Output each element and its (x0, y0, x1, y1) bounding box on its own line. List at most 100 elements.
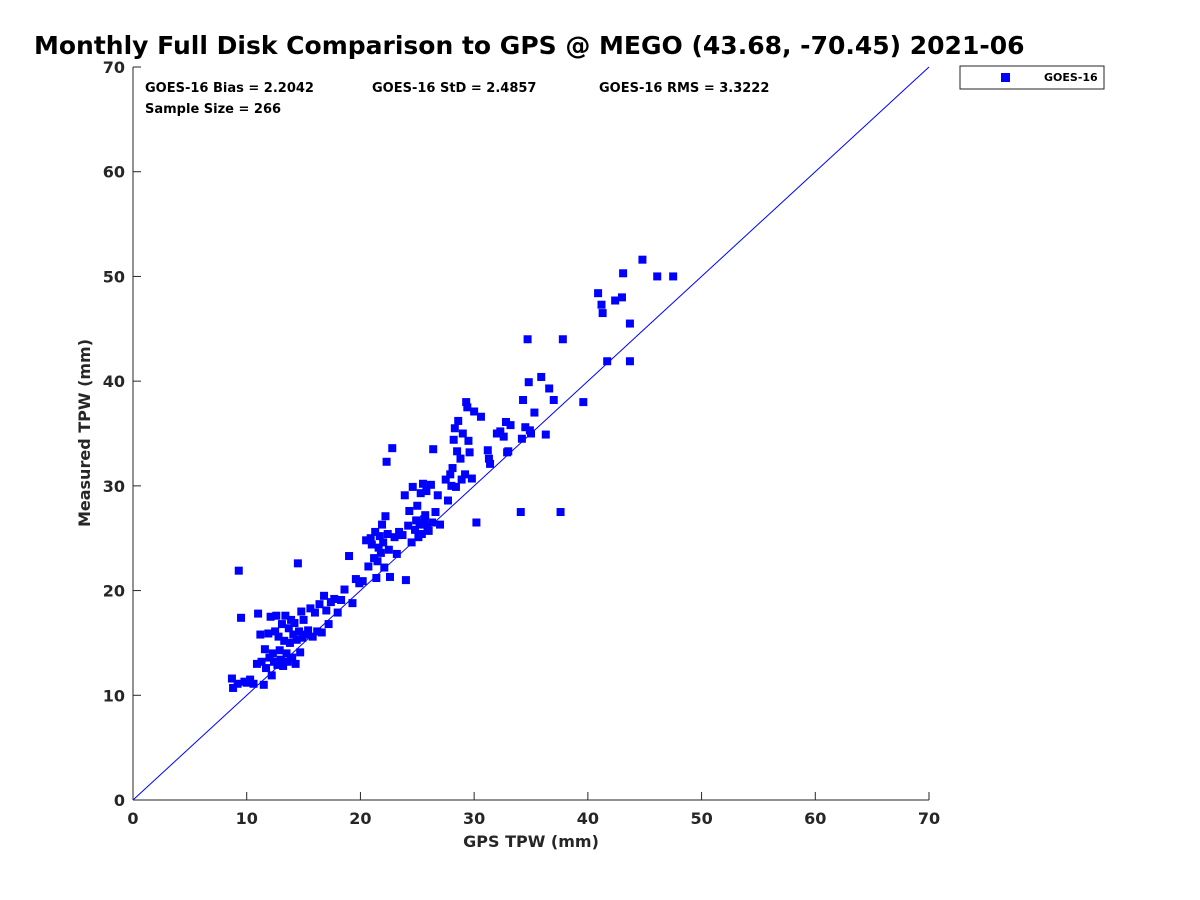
data-point (297, 607, 306, 616)
data-point (625, 357, 634, 366)
data-point (364, 562, 373, 571)
data-point (390, 533, 399, 542)
data-point (431, 508, 440, 517)
data-point (306, 604, 315, 613)
legend-marker (1001, 73, 1010, 82)
data-point (486, 459, 495, 468)
data-point (256, 630, 265, 639)
chart-title: Monthly Full Disk Comparison to GPS @ ME… (34, 31, 1025, 60)
data-point (384, 545, 393, 554)
data-point (281, 611, 290, 620)
rms-stat: GOES-16 RMS = 3.3222 (599, 81, 769, 96)
data-point (375, 532, 384, 541)
data-point (407, 538, 416, 547)
data-point (257, 657, 266, 666)
x-tick-label: 40 (577, 809, 599, 828)
y-tick-label: 20 (103, 582, 125, 601)
data-point (461, 470, 470, 479)
data-point (421, 511, 430, 520)
data-point (499, 432, 508, 441)
data-point (295, 627, 304, 636)
data-point (423, 522, 432, 531)
data-point (400, 491, 409, 500)
data-point (426, 480, 435, 489)
data-point (496, 427, 505, 436)
legend-label: GOES-16 (1044, 71, 1098, 84)
data-point (291, 659, 300, 668)
data-point (249, 679, 258, 688)
data-point (233, 679, 242, 688)
data-point (379, 538, 388, 547)
data-point (545, 384, 554, 393)
data-point (464, 436, 473, 445)
data-point (458, 429, 467, 438)
data-point (304, 626, 313, 635)
data-point (337, 595, 346, 604)
sample-size-stat: Sample Size = 266 (145, 102, 281, 117)
data-point (420, 515, 429, 524)
y-tick-label: 0 (114, 791, 125, 810)
data-point (254, 609, 263, 618)
data-point (260, 645, 269, 654)
data-point (320, 591, 329, 600)
data-point (382, 457, 391, 466)
data-point (366, 534, 375, 543)
x-tick-label: 10 (236, 809, 258, 828)
data-point (541, 430, 550, 439)
data-point (617, 293, 626, 302)
data-point (484, 454, 493, 463)
data-point (383, 530, 392, 539)
data-point (381, 512, 390, 521)
data-point (448, 464, 457, 473)
data-point (296, 648, 305, 657)
data-point (274, 632, 283, 641)
data-point (371, 527, 380, 536)
data-point (404, 521, 413, 530)
data-point (457, 475, 466, 484)
data-point (380, 563, 389, 572)
data-point (558, 335, 567, 344)
data-point (333, 608, 342, 617)
data-point (313, 627, 322, 636)
x-tick-label: 50 (690, 809, 712, 828)
data-point (549, 395, 558, 404)
data-point (340, 585, 349, 594)
data-point (443, 496, 452, 505)
data-point (293, 559, 302, 568)
data-point (519, 395, 528, 404)
data-point (398, 531, 407, 540)
x-axis: 0 10 20 30 40 50 60 70 (127, 792, 940, 828)
data-point (299, 615, 308, 624)
data-point (598, 309, 607, 318)
data-point (276, 655, 285, 664)
data-point (376, 548, 385, 557)
data-point (373, 557, 382, 566)
data-point (611, 296, 620, 305)
data-point (268, 649, 277, 658)
data-point (424, 526, 433, 535)
data-point (289, 630, 298, 639)
data-point (229, 683, 238, 692)
x-tick-label: 70 (918, 809, 940, 828)
data-point (345, 552, 354, 561)
y-tick-label: 40 (103, 372, 125, 391)
data-points (227, 255, 678, 692)
data-point (237, 613, 246, 622)
y-axis: 0 10 20 30 40 50 60 70 (103, 58, 141, 810)
data-point (449, 435, 458, 444)
data-point (422, 487, 431, 496)
data-point (266, 612, 275, 621)
data-point (501, 417, 510, 426)
bias-stat: GOES-16 Bias = 2.2042 (145, 81, 314, 96)
data-point (315, 600, 324, 609)
data-point (603, 357, 612, 366)
data-point (465, 448, 474, 457)
data-point (362, 536, 371, 545)
data-point (594, 289, 603, 298)
data-point (472, 518, 481, 527)
data-point (317, 628, 326, 637)
data-point (288, 653, 297, 662)
data-point (252, 659, 261, 668)
data-point (351, 575, 360, 584)
data-point (372, 574, 381, 583)
